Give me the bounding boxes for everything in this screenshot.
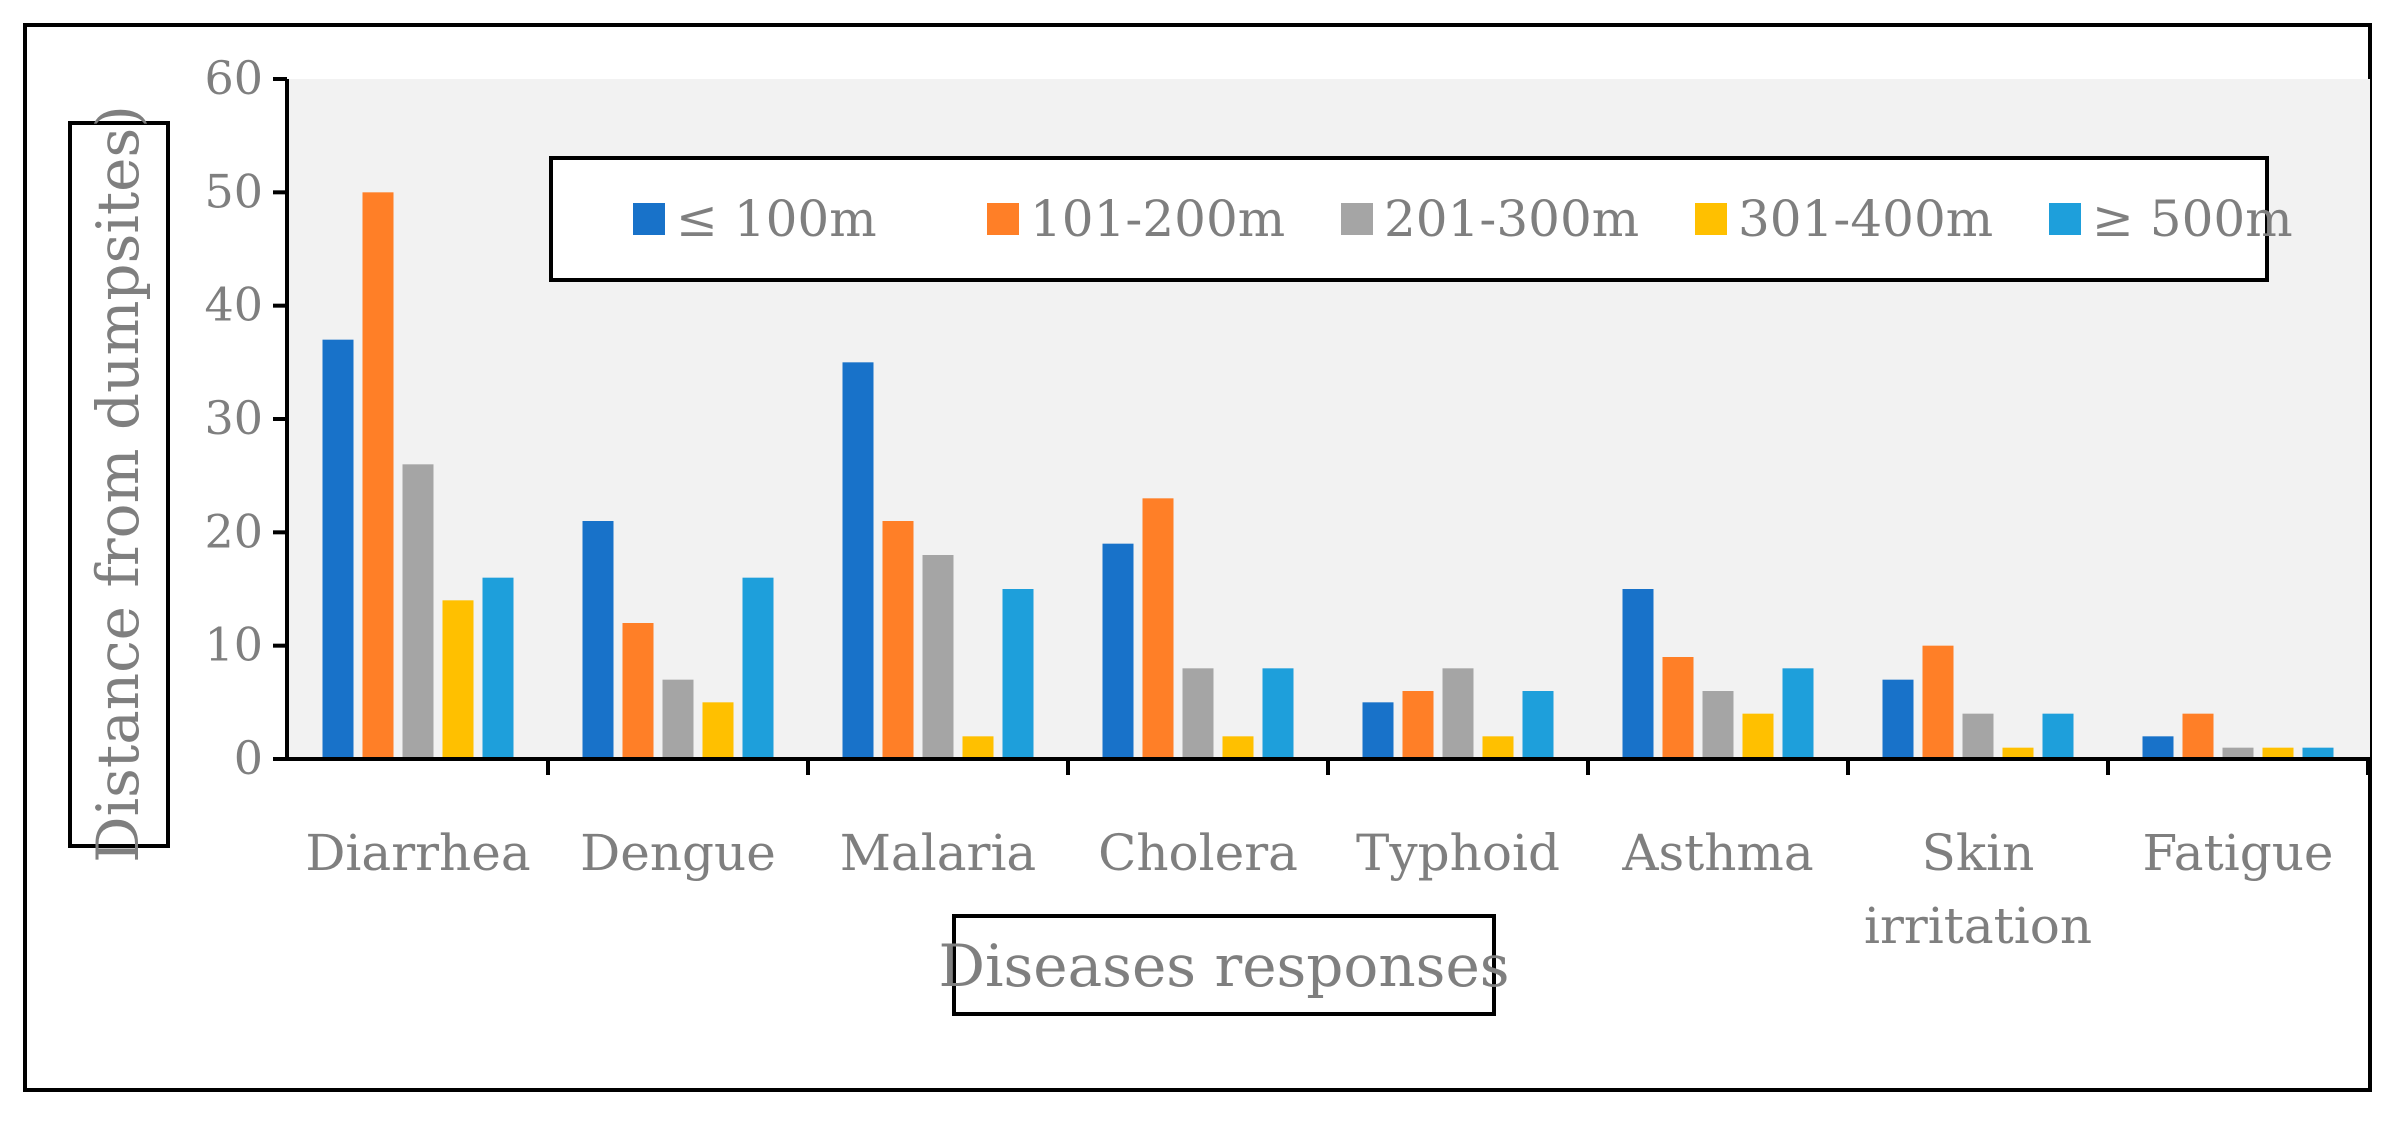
bar-cholera-series-5 <box>1262 668 1294 759</box>
x-category-label-skin-irritation: Skin irritation <box>1864 824 2092 955</box>
bar-fatigue-series-1 <box>2142 736 2174 759</box>
bar-typhoid-series-1 <box>1362 702 1394 759</box>
y-tick-label: 30 <box>204 391 263 445</box>
y-tick-label: 40 <box>204 278 263 332</box>
x-category-label-malaria: Malaria <box>840 824 1037 882</box>
bar-diarrhea-series-4 <box>442 600 474 759</box>
bar-cholera-series-4 <box>1222 736 1254 759</box>
bar-typhoid-series-3 <box>1442 668 1474 759</box>
bar-asthma-series-3 <box>1702 691 1734 759</box>
legend-label-3: 201-300m <box>1384 190 1639 248</box>
legend-label-1: ≤ 100m <box>676 190 877 248</box>
legend-swatch-3 <box>1341 203 1373 235</box>
y-axis-title-frame <box>68 121 170 848</box>
bar-asthma-series-2 <box>1662 657 1694 759</box>
bar-malaria-series-3 <box>922 555 954 759</box>
bar-diarrhea-series-1 <box>322 339 354 759</box>
bar-diarrhea-series-5 <box>482 577 514 759</box>
x-category-label-typhoid: Typhoid <box>1356 824 1560 882</box>
x-axis-title: Diseases responses <box>938 932 1509 1000</box>
x-axis-title-frame <box>952 914 1496 1016</box>
legend-label-4: 301-400m <box>1738 190 1993 248</box>
y-tick-label: 60 <box>204 51 263 105</box>
y-axis-title: Distance from dumpsites) <box>84 105 152 863</box>
legend-label-2: 101-200m <box>1030 190 1285 248</box>
bar-cholera-series-2 <box>1142 498 1174 759</box>
axes-group: 0 10 20 30 40 50 60 Diarrhea Dengue Malaria Choler… <box>204 51 2370 955</box>
legend-swatch-4 <box>1695 203 1727 235</box>
x-category-label-cholera: Cholera <box>1098 824 1298 882</box>
bar-fatigue-series-3 <box>2222 747 2254 759</box>
bar-fatigue-series-4 <box>2262 747 2294 759</box>
bar-malaria-series-4 <box>962 736 994 759</box>
legend-swatch-2 <box>987 203 1019 235</box>
bar-dengue-series-4 <box>702 702 734 759</box>
bar-asthma-series-4 <box>1742 713 1774 759</box>
x-axis-title-box: Diseases responses <box>938 914 1510 1016</box>
bar-diarrhea-series-3 <box>402 464 434 759</box>
bar-fatigue-series-2 <box>2182 713 2214 759</box>
bar-cholera-series-3 <box>1182 668 1214 759</box>
bar-typhoid-series-2 <box>1402 691 1434 759</box>
x-category-label-fatigue: Fatigue <box>2143 824 2334 882</box>
bar-diarrhea-series-2 <box>362 192 394 760</box>
legend-swatch-5 <box>2049 203 2081 235</box>
y-tick-label: 20 <box>204 504 263 558</box>
bar-skin-irritation-series-4 <box>2002 747 2034 759</box>
bar-dengue-series-2 <box>622 623 654 759</box>
legend-frame <box>549 156 2269 282</box>
bar-skin-irritation-series-3 <box>1962 713 1994 759</box>
x-category-label-asthma: Asthma <box>1621 824 1813 882</box>
y-axis-title-box: Distance from dumpsites) <box>68 105 170 863</box>
bar-malaria-series-5 <box>1002 589 1034 759</box>
legend: ≤ 100m 101-200m 201-300m 301-400m ≥ 500m <box>549 156 2293 282</box>
bar-malaria-series-1 <box>842 362 874 759</box>
bar-skin-irritation-series-2 <box>1922 645 1954 759</box>
bar-typhoid-series-4 <box>1482 736 1514 759</box>
bar-skin-irritation-series-5 <box>2042 713 2074 759</box>
bar-malaria-series-2 <box>882 521 914 759</box>
legend-swatch-1 <box>633 203 665 235</box>
y-tick-label: 10 <box>204 618 263 672</box>
bar-dengue-series-3 <box>662 679 694 759</box>
bar-dengue-series-1 <box>582 521 614 759</box>
x-category-label-dengue: Dengue <box>580 824 776 882</box>
bar-asthma-series-5 <box>1782 668 1814 759</box>
x-category-label-diarrhea: Diarrhea <box>305 824 530 882</box>
bar-cholera-series-1 <box>1102 543 1134 759</box>
y-tick-label: 0 <box>234 731 263 785</box>
bar-skin-irritation-series-1 <box>1882 679 1914 759</box>
bar-asthma-series-1 <box>1622 589 1654 759</box>
bars-group <box>322 192 2334 760</box>
bar-dengue-series-5 <box>742 577 774 759</box>
bar-fatigue-series-5 <box>2302 747 2334 759</box>
legend-label-5: ≥ 500m <box>2092 190 2293 248</box>
y-tick-label: 50 <box>204 164 263 218</box>
bar-typhoid-series-5 <box>1522 691 1554 759</box>
